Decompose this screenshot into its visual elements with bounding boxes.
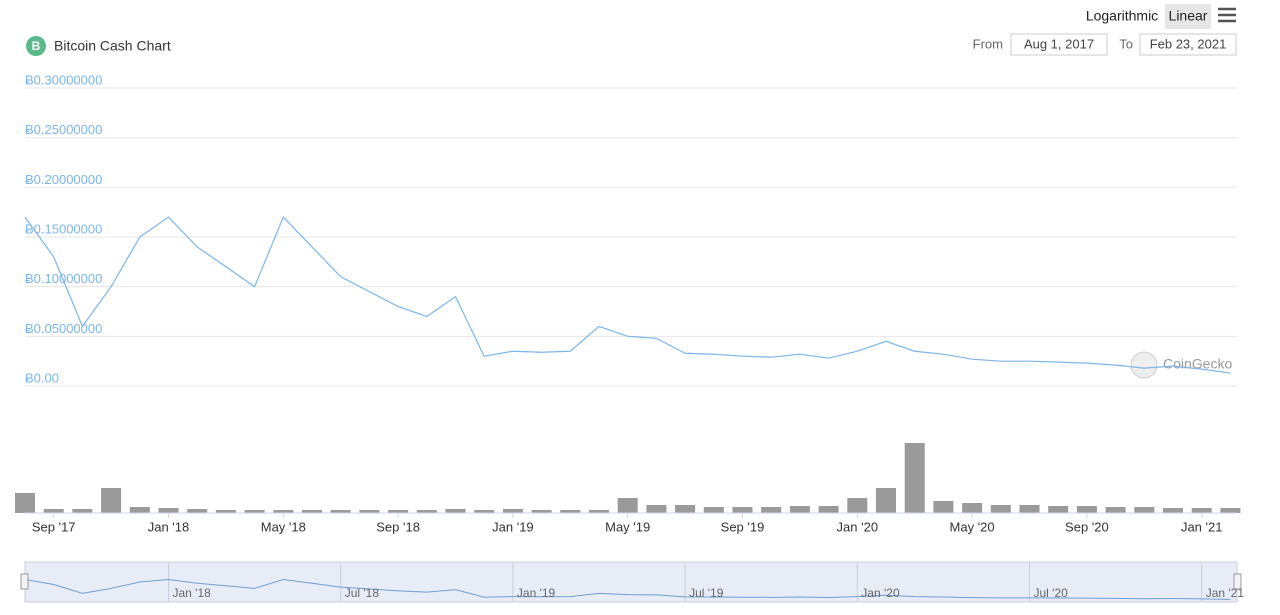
volume-bar xyxy=(617,498,638,513)
navigator-line xyxy=(24,578,1231,600)
volume-bar xyxy=(646,505,667,513)
y-tick-label: Ƀ0.00 xyxy=(25,370,59,385)
volume-bar xyxy=(273,510,294,513)
x-tick-label: Jan '21 xyxy=(1181,519,1223,534)
volume-bar xyxy=(962,503,983,513)
navigator-label: Jan '19 xyxy=(517,586,556,600)
y-tick-label: Ƀ0.30000000 xyxy=(25,72,102,87)
volume-bar xyxy=(388,510,409,513)
volume-bar xyxy=(1191,508,1212,513)
navigator-label: Jan '18 xyxy=(173,586,212,600)
volume-bar xyxy=(1048,506,1069,513)
price-line xyxy=(24,216,1231,374)
to-value[interactable]: Feb 23, 2021 xyxy=(1150,36,1227,51)
menu-icon[interactable] xyxy=(1218,7,1236,23)
volume-bar xyxy=(876,488,896,513)
x-tick-label: Jan '18 xyxy=(148,519,190,534)
navigator-label: Jul '19 xyxy=(689,586,724,600)
watermark: CoinGecko xyxy=(1163,356,1232,372)
volume-bar xyxy=(1163,508,1183,513)
scale-button-bg xyxy=(1165,4,1211,29)
volume-bar xyxy=(215,510,236,513)
volume-bar xyxy=(933,501,954,513)
volume-bar xyxy=(330,510,351,513)
scale-button[interactable]: Linear xyxy=(1169,8,1208,24)
volume-bar xyxy=(502,509,523,513)
volume-bar xyxy=(761,507,782,513)
volume-bar xyxy=(474,510,495,513)
volume-bar xyxy=(129,507,150,513)
volume-bar xyxy=(244,510,265,513)
x-tick-label: Sep '19 xyxy=(721,519,765,534)
navigator-label: Jul '18 xyxy=(345,586,380,600)
volume-bar xyxy=(445,509,466,513)
volume-bar xyxy=(101,488,122,513)
volume-bar xyxy=(43,509,64,513)
volume-bar xyxy=(675,505,696,513)
from-input[interactable] xyxy=(1010,33,1108,56)
navigator-label: Jan '20 xyxy=(861,586,900,600)
volume-bar xyxy=(531,510,552,513)
navigator-handle[interactable] xyxy=(20,573,29,590)
volume-bar xyxy=(789,506,810,513)
to-label: To xyxy=(1119,36,1133,51)
navigator[interactable] xyxy=(24,561,1238,603)
scale-button[interactable]: Logarithmic xyxy=(1086,8,1158,24)
y-tick-label: Ƀ0.15000000 xyxy=(25,221,102,236)
volume-bar xyxy=(703,507,724,513)
navigator-label: Jan '21 xyxy=(1206,586,1245,600)
x-tick-label: Sep '20 xyxy=(1065,519,1109,534)
y-tick-label: Ƀ0.20000000 xyxy=(25,172,102,187)
coin-icon-symbol: B xyxy=(32,39,41,53)
y-tick-label: Ƀ0.05000000 xyxy=(25,321,102,336)
from-value[interactable]: Aug 1, 2017 xyxy=(1024,36,1094,51)
volume-bar xyxy=(359,510,380,513)
navigator-handle[interactable] xyxy=(1233,573,1242,590)
watermark-logo xyxy=(1130,351,1158,379)
volume-bar xyxy=(302,510,322,513)
volume-bar xyxy=(732,507,753,513)
navigator-label: Jul '20 xyxy=(1034,586,1069,600)
to-input[interactable] xyxy=(1139,33,1237,56)
x-tick-label: Jan '19 xyxy=(492,519,534,534)
volume-bar xyxy=(990,505,1011,513)
x-tick-label: Jan '20 xyxy=(837,519,879,534)
volume-bar xyxy=(560,510,581,513)
volume-bar xyxy=(847,498,868,513)
volume-bar xyxy=(904,443,925,513)
volume-bar xyxy=(1134,507,1155,513)
x-tick-label: May '20 xyxy=(950,519,995,534)
volume-bar xyxy=(158,508,179,513)
chart-title: Bitcoin Cash Chart xyxy=(54,38,171,54)
x-tick-label: May '18 xyxy=(261,519,306,534)
volume-bar xyxy=(1220,508,1241,513)
volume-bar xyxy=(416,510,437,513)
volume-bar xyxy=(15,493,35,513)
y-tick-label: Ƀ0.10000000 xyxy=(25,271,102,286)
volume-bar xyxy=(1019,505,1040,513)
from-label: From xyxy=(973,36,1003,51)
volume-bar xyxy=(589,510,609,513)
x-tick-label: Sep '17 xyxy=(32,519,76,534)
volume-bar xyxy=(818,506,839,513)
volume-bar xyxy=(1105,507,1126,513)
volume-bar xyxy=(187,509,208,513)
volume-bar xyxy=(72,509,93,513)
x-tick-label: Sep '18 xyxy=(376,519,420,534)
x-tick-label: May '19 xyxy=(605,519,650,534)
y-tick-label: Ƀ0.25000000 xyxy=(25,122,102,137)
volume-bar xyxy=(1076,506,1097,513)
coin-icon xyxy=(26,36,46,56)
